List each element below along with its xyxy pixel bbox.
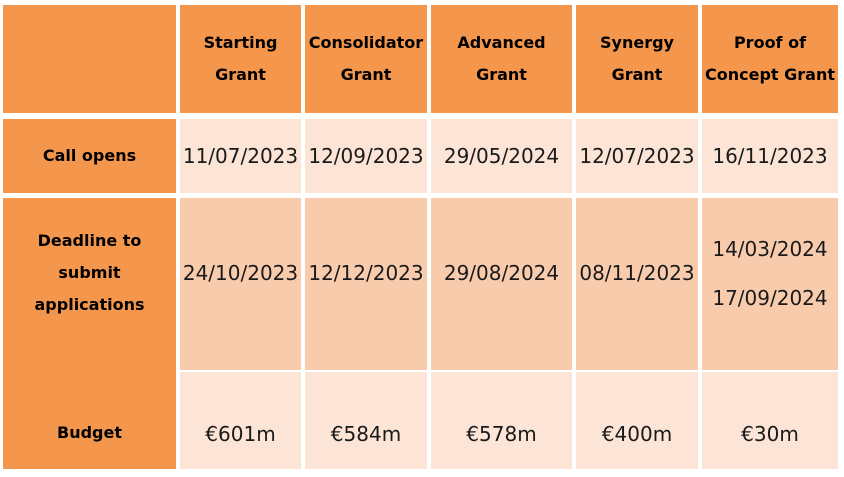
cell-deadline-synergy: 08/11/2023 [576,198,698,370]
cell-deadline-starting: 24/10/2023 [180,198,301,370]
cell-call-opens-starting: 11/07/2023 [180,119,301,193]
budget-row: Budget €601m €584m €578m €400m €30m [3,370,838,469]
cell-call-opens-synergy: 12/07/2023 [576,119,698,193]
deadline-row: Deadline to submit applications 24/10/20… [3,198,838,370]
column-header-synergy-grant: Synergy Grant [576,5,698,113]
cell-deadline-advanced: 29/08/2024 [431,198,572,370]
cell-budget-advanced: €578m [431,370,572,469]
cell-deadline-proof-of-concept: 14/03/2024 17/09/2024 [702,198,838,370]
cell-budget-synergy: €400m [576,370,698,469]
row-header-budget: Budget [3,370,176,469]
cell-budget-proof-of-concept: €30m [702,370,838,469]
row-header-call-opens: Call opens [3,119,176,193]
column-header-consolidator-grant: Consolidator Grant [305,5,427,113]
corner-cell [3,5,176,113]
cell-call-opens-proof-of-concept: 16/11/2023 [702,119,838,193]
call-opens-row: Call opens 11/07/2023 12/09/2023 29/05/2… [3,119,838,193]
cell-budget-consolidator: €584m [305,370,427,469]
column-header-starting-grant: Starting Grant [180,5,301,113]
cell-deadline-consolidator: 12/12/2023 [305,198,427,370]
column-header-proof-of-concept-grant: Proof of Concept Grant [702,5,838,113]
deadline-date-2: 17/09/2024 [712,285,828,310]
header-row: Starting Grant Consolidator Grant Advanc… [3,5,838,113]
cell-budget-starting: €601m [180,370,301,469]
cell-call-opens-advanced: 29/05/2024 [431,119,572,193]
column-header-advanced-grant: Advanced Grant [431,5,572,113]
cell-call-opens-consolidator: 12/09/2023 [305,119,427,193]
row-header-deadline: Deadline to submit applications [3,198,176,370]
deadline-date-1: 14/03/2024 [712,236,828,261]
grants-table: Starting Grant Consolidator Grant Advanc… [3,5,838,469]
